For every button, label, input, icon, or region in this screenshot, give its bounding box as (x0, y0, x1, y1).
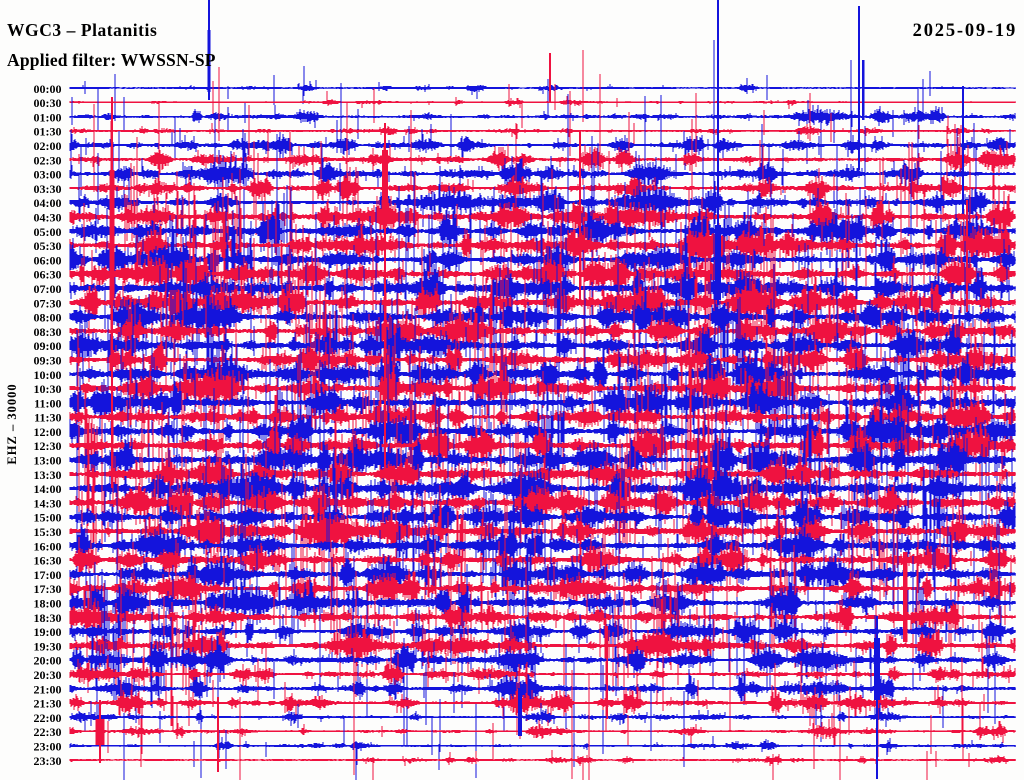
svg-text:14:30: 14:30 (34, 496, 62, 510)
svg-text:11:30: 11:30 (34, 411, 61, 425)
svg-text:03:00: 03:00 (34, 168, 62, 182)
svg-text:13:30: 13:30 (34, 468, 62, 482)
svg-text:12:00: 12:00 (34, 425, 62, 439)
svg-text:19:00: 19:00 (34, 625, 62, 639)
svg-text:17:30: 17:30 (34, 582, 62, 596)
svg-text:10:30: 10:30 (34, 382, 62, 396)
svg-text:16:30: 16:30 (34, 554, 62, 568)
svg-text:09:00: 09:00 (34, 339, 62, 353)
svg-text:12:30: 12:30 (34, 439, 62, 453)
svg-text:23:30: 23:30 (34, 754, 62, 768)
svg-text:04:00: 04:00 (34, 196, 62, 210)
svg-text:00:00: 00:00 (34, 82, 62, 96)
svg-text:04:30: 04:30 (34, 211, 62, 225)
svg-text:18:30: 18:30 (34, 611, 62, 625)
svg-text:10:00: 10:00 (34, 368, 62, 382)
svg-text:17:00: 17:00 (34, 568, 62, 582)
svg-text:01:00: 01:00 (34, 110, 62, 124)
svg-text:16:00: 16:00 (34, 539, 62, 553)
svg-text:14:00: 14:00 (34, 482, 62, 496)
svg-text:22:30: 22:30 (34, 725, 62, 739)
svg-text:07:30: 07:30 (34, 296, 62, 310)
svg-text:20:00: 20:00 (34, 654, 62, 668)
svg-text:00:30: 00:30 (34, 96, 62, 110)
svg-text:08:00: 08:00 (34, 311, 62, 325)
svg-text:Applied filter: WWSSN-SP: Applied filter: WWSSN-SP (7, 50, 216, 70)
svg-text:13:00: 13:00 (34, 454, 62, 468)
svg-text:06:00: 06:00 (34, 253, 62, 267)
svg-text:06:30: 06:30 (34, 268, 62, 282)
svg-text:02:30: 02:30 (34, 153, 62, 167)
svg-text:22:00: 22:00 (34, 711, 62, 725)
svg-text:20:30: 20:30 (34, 668, 62, 682)
svg-text:EHZ – 30000: EHZ – 30000 (5, 383, 19, 464)
svg-text:11:00: 11:00 (34, 396, 61, 410)
svg-text:18:00: 18:00 (34, 597, 62, 611)
svg-text:01:30: 01:30 (34, 125, 62, 139)
svg-text:07:00: 07:00 (34, 282, 62, 296)
svg-text:21:30: 21:30 (34, 697, 62, 711)
svg-text:09:30: 09:30 (34, 354, 62, 368)
svg-text:23:00: 23:00 (34, 740, 62, 754)
svg-text:02:00: 02:00 (34, 139, 62, 153)
svg-text:08:30: 08:30 (34, 325, 62, 339)
svg-text:21:00: 21:00 (34, 682, 62, 696)
svg-text:03:30: 03:30 (34, 182, 62, 196)
svg-text:05:00: 05:00 (34, 225, 62, 239)
svg-text:05:30: 05:30 (34, 239, 62, 253)
svg-text:WGC3 – Platanitis: WGC3 – Platanitis (7, 20, 157, 40)
svg-text:15:30: 15:30 (34, 525, 62, 539)
svg-text:2025-09-19: 2025-09-19 (913, 21, 1017, 41)
svg-text:19:30: 19:30 (34, 639, 62, 653)
svg-text:15:00: 15:00 (34, 511, 62, 525)
